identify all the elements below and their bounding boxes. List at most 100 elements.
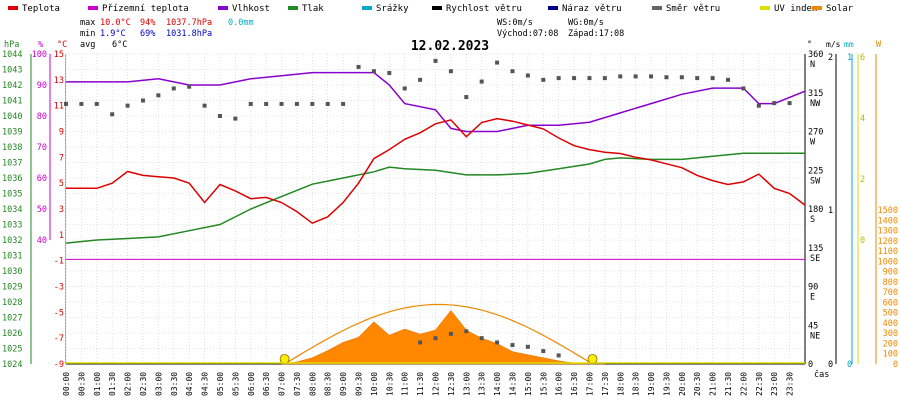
x-tick-label: 21:00 <box>709 372 718 396</box>
wind-direction-point <box>187 84 192 89</box>
hpa-tick-label: 1044 <box>2 50 22 60</box>
x-tick-label: 04:30 <box>201 372 210 396</box>
x-tick-label: 04:00 <box>185 372 194 396</box>
wind-direction-point <box>310 101 315 106</box>
wind-direction-point <box>726 77 731 82</box>
watt-tick-label: 800 <box>883 278 898 288</box>
x-tick-label: 06:30 <box>262 372 271 396</box>
hpa-axis-unit: hPa <box>4 40 19 50</box>
dir-compass-label: SE <box>810 254 820 264</box>
x-tick-label: 00:00 <box>62 372 71 396</box>
x-tick-label: 10:00 <box>370 372 379 396</box>
watt-tick-label: 100 <box>883 350 898 360</box>
pct-tick-label: 40 <box>37 236 47 246</box>
x-tick-label: 19:30 <box>662 372 671 396</box>
watt-tick-label: 1300 <box>878 227 898 237</box>
x-tick-label: 08:30 <box>324 372 333 396</box>
plot-area <box>64 53 806 365</box>
watt-tick-label: 500 <box>883 309 898 319</box>
x-tick-label: 06:00 <box>247 372 256 396</box>
wind-direction-point <box>633 74 638 79</box>
watt-tick-label: 1100 <box>878 247 898 257</box>
wind-direction-point <box>510 343 515 348</box>
watt-tick-label: 1500 <box>878 206 898 216</box>
legend-swatch <box>218 6 228 10</box>
x-tick-label: 14:30 <box>508 372 517 396</box>
hpa-tick-label: 1034 <box>2 205 22 215</box>
wind-direction-point <box>541 349 546 354</box>
dir-tick-label: 315 <box>808 89 823 99</box>
x-tick-label: 22:00 <box>739 372 748 396</box>
uv-tick-label: 4 <box>860 114 865 124</box>
wind-direction-point <box>233 116 238 121</box>
stats-sunrise: Východ:07:08 <box>497 29 558 39</box>
wind-direction-point <box>679 75 684 80</box>
stats-label: min <box>80 29 95 39</box>
pct-tick-label: 100 <box>32 50 47 60</box>
humidity-series <box>66 71 806 133</box>
x-tick-label: 02:00 <box>124 372 133 396</box>
x-tick-label: 14:00 <box>493 372 502 396</box>
stats-sunset: Západ:17:08 <box>568 29 624 39</box>
wind-direction-point <box>418 77 423 82</box>
watt-tick-label: 400 <box>883 319 898 329</box>
x-tick-label: 22:30 <box>755 372 764 396</box>
uv-tick-label: 0 <box>860 236 865 246</box>
wind-direction-point <box>125 103 130 108</box>
legend-swatch <box>288 6 298 10</box>
hpa-tick-label: 1026 <box>2 329 22 339</box>
degc-tick-label: 3 <box>59 205 64 215</box>
legend-swatch <box>432 6 442 10</box>
wind-direction-point <box>787 101 792 106</box>
hpa-tick-label: 1028 <box>2 298 22 308</box>
x-tick-label: 16:00 <box>555 372 564 396</box>
pct-tick-label: 50 <box>37 205 47 215</box>
x-tick-label: 09:00 <box>339 372 348 396</box>
hpa-tick-label: 1025 <box>2 345 22 355</box>
x-tick-label: 05:00 <box>216 372 225 396</box>
watt-tick-label: 300 <box>883 329 898 339</box>
stats-ws: WS:0m/s <box>497 18 533 28</box>
watt-tick-label: 700 <box>883 288 898 298</box>
x-tick-label: 17:00 <box>585 372 594 396</box>
stats-temp: 6°C <box>112 40 127 50</box>
x-tick-label: 20:30 <box>693 372 702 396</box>
hpa-tick-label: 1036 <box>2 174 22 184</box>
mm-tick-label: 1 <box>847 53 852 63</box>
watt-tick-label: 200 <box>883 339 898 349</box>
legend-swatch <box>88 6 98 10</box>
temperature-series <box>66 117 806 225</box>
x-tick-label: 02:30 <box>139 372 148 396</box>
x-tick-label: 21:30 <box>724 372 733 396</box>
wind-direction-point <box>479 79 484 84</box>
watt-tick-label: 900 <box>883 268 898 278</box>
x-tick-label: 20:00 <box>678 372 687 396</box>
wind-direction-point <box>556 353 561 358</box>
hpa-tick-label: 1031 <box>2 252 22 262</box>
x-tick-label: 12:00 <box>432 372 441 396</box>
legend-swatch <box>362 6 372 10</box>
wind-direction-point <box>264 101 269 106</box>
x-tick-label: 13:00 <box>462 372 471 396</box>
stats-press: 1037.7hPa <box>166 18 212 28</box>
legend-swatch <box>760 6 770 10</box>
x-tick-label: 03:00 <box>154 372 163 396</box>
wind-direction-point <box>649 74 654 79</box>
watt-tick-label: 1400 <box>878 216 898 226</box>
dir-axis-unit: ° <box>807 40 812 50</box>
dir-compass-label: E <box>810 293 815 303</box>
dir-tick-label: 360 <box>808 50 823 60</box>
wind-direction-point <box>294 101 299 106</box>
x-axis-label: čas <box>814 369 829 380</box>
wind-direction-point <box>710 76 715 81</box>
legend-label: Tlak <box>302 4 324 14</box>
x-tick-label: 00:30 <box>77 372 86 396</box>
hpa-tick-label: 1041 <box>2 97 22 107</box>
x-tick-label: 01:30 <box>108 372 117 396</box>
dir-compass-label: W <box>810 138 816 148</box>
wind-direction-point <box>433 336 438 341</box>
wind-direction-point <box>448 69 453 74</box>
dir-tick-label: 0 <box>808 360 813 370</box>
wind-direction-point <box>156 93 161 98</box>
